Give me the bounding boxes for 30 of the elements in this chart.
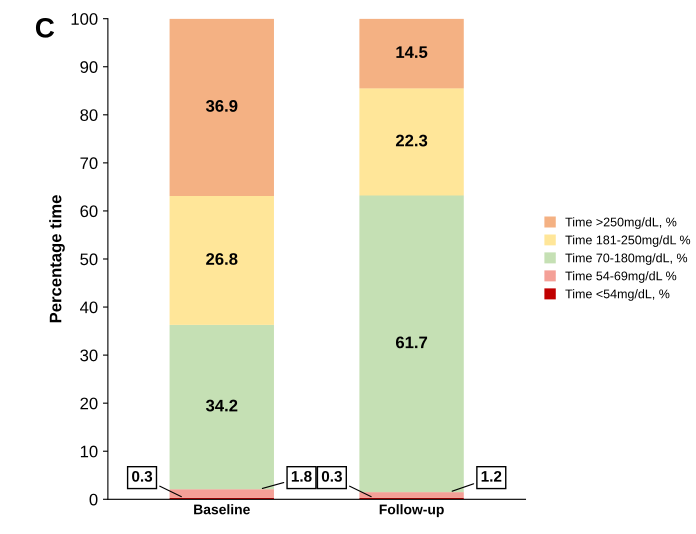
y-tick-label: 10 xyxy=(80,446,98,458)
legend-label: Time >250mg/dL, % xyxy=(565,217,676,229)
y-tick-label: 40 xyxy=(80,301,98,314)
x-tick-label: Follow-up xyxy=(380,504,444,518)
y-axis-title: Percentage time xyxy=(49,195,65,322)
data-label: 0.3 xyxy=(322,470,342,482)
legend-label: Time 70-180mg/dL, % xyxy=(565,253,688,265)
y-tick-label: 80 xyxy=(80,109,98,122)
legend-label: Time 181-250mg/dL % xyxy=(565,235,690,247)
y-tick-label: 60 xyxy=(80,205,98,218)
y-tick-label: 20 xyxy=(80,398,98,410)
y-tick-label: 90 xyxy=(80,61,98,73)
y-tick-label: 50 xyxy=(80,253,98,266)
x-tick-label: Baseline xyxy=(194,504,250,514)
y-tick-label: 100 xyxy=(72,13,98,25)
data-label: 22.3 xyxy=(396,134,428,146)
data-label: 26.8 xyxy=(206,253,238,265)
data-label: 1.8 xyxy=(292,470,312,482)
data-label: 1.2 xyxy=(482,470,502,482)
data-label: 0.3 xyxy=(132,470,152,482)
text: C xyxy=(36,18,54,38)
legend-label: Time 54-69mg/dL % xyxy=(565,271,676,283)
data-label: 36.9 xyxy=(206,100,238,112)
data-label: 61.7 xyxy=(396,336,428,348)
y-tick-label: 30 xyxy=(80,350,98,362)
data-label: 34.2 xyxy=(206,400,238,412)
y-tick-label: 70 xyxy=(80,157,98,170)
y-tick-label: 0 xyxy=(90,494,98,506)
data-label: 14.5 xyxy=(396,46,428,58)
legend-label: Time <54mg/dL, % xyxy=(565,289,670,301)
